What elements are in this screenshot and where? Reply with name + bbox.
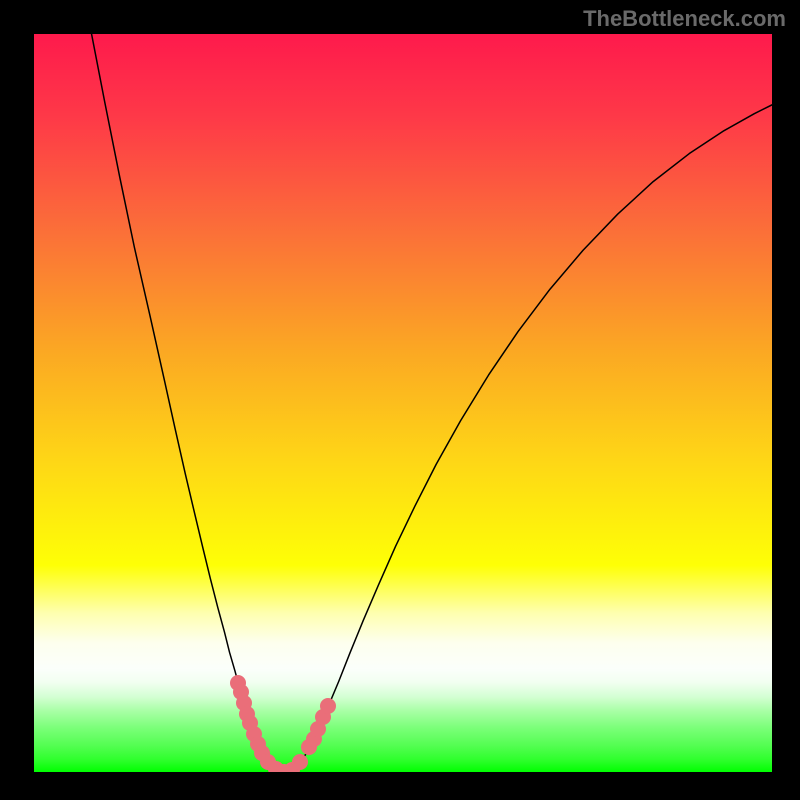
- attribution-text: TheBottleneck.com: [583, 6, 786, 32]
- curve-marker: [320, 698, 336, 714]
- curve-marker: [292, 754, 308, 770]
- plot-area: [34, 34, 772, 772]
- bottleneck-curve: [92, 34, 772, 772]
- chart-svg-layer: [34, 34, 772, 772]
